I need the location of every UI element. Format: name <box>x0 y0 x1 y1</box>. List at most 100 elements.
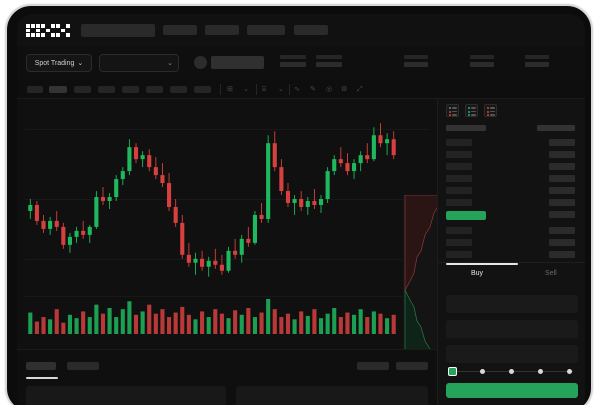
orderbook-bid-row[interactable] <box>446 239 472 246</box>
slider-handle[interactable] <box>448 367 457 376</box>
orders-action-0[interactable] <box>357 362 389 370</box>
orders-panel <box>17 349 437 405</box>
timeframe-3[interactable] <box>98 86 115 93</box>
orders-tab-1[interactable] <box>67 362 99 370</box>
orderbook-both-icon[interactable] <box>446 104 459 117</box>
orders-card-0[interactable] <box>26 386 226 405</box>
orderbook-ask-row[interactable] <box>446 163 472 170</box>
orderbook-size-cell <box>549 211 575 218</box>
chart-toolbar: ⊞ ⌄ ⌸ ⌄ ∿ ✎ ◎ ⚙ ⤢ <box>17 80 585 99</box>
tab-sell[interactable]: Sell <box>545 270 557 277</box>
order-amount-field[interactable] <box>446 320 578 338</box>
slider-step-100[interactable] <box>567 368 572 374</box>
fullscreen-icon[interactable]: ⤢ <box>357 86 363 93</box>
volume-divider <box>25 296 429 297</box>
chevron-down-icon: ⌄ <box>167 60 173 67</box>
settings-icon[interactable]: ⚙ <box>341 86 348 93</box>
logo-glyph-x <box>56 24 70 37</box>
toolbar-divider <box>220 84 221 95</box>
market-stat-3 <box>470 55 494 67</box>
chart-gridline <box>25 129 429 130</box>
orderbook-size-cell <box>549 163 575 170</box>
orderbook-size-cell <box>549 175 575 182</box>
orderbook-size-cell <box>549 239 575 246</box>
timeframe-2[interactable] <box>74 86 91 93</box>
orderbook-ask-row[interactable] <box>446 151 472 158</box>
logo-glyph-k <box>41 24 55 37</box>
nav-item-3[interactable] <box>294 25 328 35</box>
slider-step-25[interactable] <box>480 368 485 374</box>
tab-buy[interactable]: Buy <box>471 270 484 277</box>
amount-percent-slider[interactable] <box>448 367 576 377</box>
orders-tab-active-underline <box>26 377 58 379</box>
orderbook-bids-icon[interactable] <box>465 104 478 117</box>
chart-type-icon[interactable]: ⌸ <box>262 86 267 93</box>
timeframe-5[interactable] <box>146 86 163 93</box>
market-stat-4 <box>525 55 549 67</box>
chevron-down-icon[interactable]: ⌄ <box>278 86 284 93</box>
orderbook-size-cell <box>549 139 575 146</box>
nav-item-0[interactable] <box>163 25 197 35</box>
buy-tab-underline <box>446 263 518 265</box>
nav-item-2[interactable] <box>247 25 285 35</box>
app-screen: OKX <box>17 14 585 405</box>
timeframe-6[interactable] <box>170 86 187 93</box>
orderbook-bid-row[interactable] <box>446 251 472 258</box>
orders-card-1[interactable] <box>236 386 428 405</box>
candlestick-series <box>28 123 396 277</box>
chart-gridline <box>25 199 429 200</box>
order-price-field[interactable] <box>446 295 578 313</box>
price-chart[interactable] <box>17 99 445 385</box>
slider-step-75[interactable] <box>538 368 543 374</box>
trading-pair-selector[interactable]: ⌄ <box>99 54 179 72</box>
market-stat-2 <box>404 55 428 67</box>
chevron-down-icon[interactable]: ⌄ <box>243 86 249 93</box>
top-navigation-bar: OKX <box>17 14 585 46</box>
market-subheader: Spot Trading ⌄ ⌄ <box>17 46 585 80</box>
submit-buy-button[interactable] <box>446 383 578 398</box>
orderbook-column-size <box>537 125 575 131</box>
timeframe-0[interactable] <box>27 86 43 93</box>
orderbook-size-cell <box>549 199 575 206</box>
timeframe-1[interactable] <box>49 86 67 93</box>
orderbook-size-cell <box>549 151 575 158</box>
device-bezel: OKX <box>5 4 593 405</box>
orders-action-1[interactable] <box>396 362 428 370</box>
chevron-down-icon: ⌄ <box>77 60 84 67</box>
orderbook-column-price <box>446 125 486 131</box>
orderbook-view-modes <box>446 104 497 117</box>
market-stat-1 <box>316 55 342 67</box>
indicators-icon[interactable]: ⊞ <box>227 86 233 93</box>
volume-series <box>28 299 396 334</box>
order-form-tabs: Buy Sell <box>438 262 585 286</box>
logo-glyph-o <box>26 24 40 37</box>
toolbar-divider <box>289 84 290 95</box>
orderbook-ask-row[interactable] <box>446 139 472 146</box>
timeframe-4[interactable] <box>122 86 139 93</box>
magnet-icon[interactable]: ◎ <box>326 86 333 93</box>
slider-step-50[interactable] <box>509 368 514 374</box>
okx-logo[interactable]: OKX <box>26 24 72 37</box>
orderbook-best-price <box>446 211 486 220</box>
search-input[interactable] <box>81 24 155 37</box>
ruler-icon[interactable]: ✎ <box>310 86 316 93</box>
trading-mode-selector[interactable]: Spot Trading ⌄ <box>26 54 92 72</box>
orderbook-size-cell <box>549 187 575 194</box>
timeframe-7[interactable] <box>194 86 211 93</box>
orderbook-ask-row[interactable] <box>446 199 472 206</box>
orders-tab-0[interactable] <box>26 362 56 370</box>
order-total-field[interactable] <box>446 345 578 363</box>
orderbook-ask-row[interactable] <box>446 187 472 194</box>
last-price <box>211 56 264 69</box>
orderbook-size-cell <box>549 227 575 234</box>
orderbook-and-order-form: Buy Sell <box>437 99 585 405</box>
orderbook-asks-icon[interactable] <box>484 104 497 117</box>
orderbook-ask-row[interactable] <box>446 175 472 182</box>
toolbar-divider <box>256 84 257 95</box>
trendline-icon[interactable]: ∿ <box>294 86 300 93</box>
market-stat-0 <box>280 55 306 67</box>
nav-item-1[interactable] <box>205 25 239 35</box>
orderbook-bid-row[interactable] <box>446 227 472 234</box>
coin-icon <box>194 56 207 69</box>
